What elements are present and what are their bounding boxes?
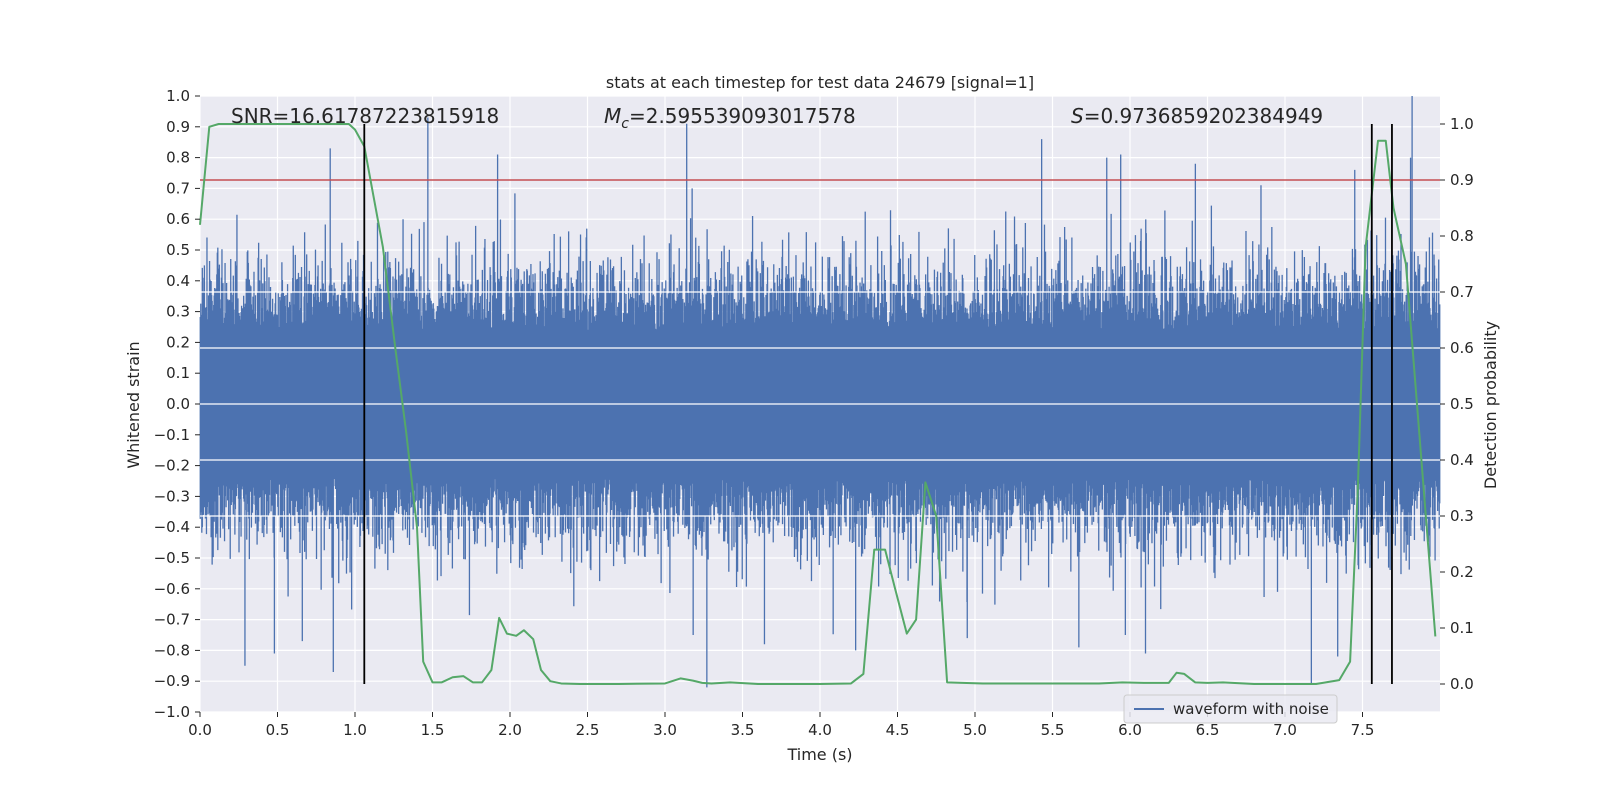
vertical-lines [363, 124, 1393, 684]
score-symbol: S [1071, 104, 1084, 128]
ticks: 0.0 0.5 1.0 1.5 2.0 2.5 3.0 3.5 4.0 4.5 5.0 5.5 6.0 6… [154, 87, 1474, 739]
left-y-tick-label: −0.5 [154, 549, 190, 567]
chirp-mass-symbol: M [604, 104, 621, 128]
chirp-mass-annotation: Mc=2.595539093017578 [604, 104, 856, 132]
right-y-tick-label: 0.6 [1450, 339, 1474, 357]
left-y-tick-label: 0.0 [166, 395, 190, 413]
left-y-tick-label: −0.2 [154, 457, 190, 475]
left-y-tick-label: −0.8 [154, 641, 190, 659]
left-y-tick-label: −0.9 [154, 672, 190, 690]
right-y-tick-label: 0.4 [1450, 451, 1474, 469]
right-y-tick-label: 0.0 [1450, 675, 1474, 693]
left-y-tick-label: 0.2 [166, 333, 190, 351]
legend-label-waveform: waveform with noise [1173, 700, 1329, 718]
right-y-tick-label: 0.7 [1450, 283, 1474, 301]
x-tick-label: 0.0 [188, 721, 212, 739]
x-tick-label: 2.5 [576, 721, 600, 739]
chirp-mass-value: =2.595539093017578 [629, 104, 856, 128]
x-axis-label: Time (s) [786, 745, 852, 764]
right-y-tick-label: 0.2 [1450, 563, 1474, 581]
left-y-tick-label: −0.3 [154, 487, 190, 505]
legend-box [1123, 694, 1338, 724]
x-tick-label: 5.5 [1041, 721, 1065, 739]
chart-title: stats at each timestep for test data 246… [606, 73, 1034, 92]
left-y-tick-label: 0.7 [166, 179, 190, 197]
x-tick-label: 7.0 [1273, 721, 1297, 739]
left-y-tick-label: 0.8 [166, 149, 190, 167]
x-tick-label: 4.0 [808, 721, 832, 739]
left-y-tick-label: 0.1 [166, 364, 190, 382]
left-y-tick-label: 1.0 [166, 87, 190, 105]
x-tick-label: 0.5 [266, 721, 290, 739]
right-y-tick-label: 0.9 [1450, 171, 1474, 189]
right-y-tick-label: 0.1 [1450, 619, 1474, 637]
x-tick-label: 1.5 [421, 721, 445, 739]
left-y-tick-label: 0.3 [166, 303, 190, 321]
x-tick-label: 3.0 [653, 721, 677, 739]
x-tick-label: 6.5 [1196, 721, 1220, 739]
x-tick-label: 4.5 [886, 721, 910, 739]
x-tick-label: 2.0 [498, 721, 522, 739]
x-tick-label: 6.0 [1118, 721, 1142, 739]
left-y-tick-label: −0.1 [154, 426, 190, 444]
left-y-tick-label: −0.4 [154, 518, 190, 536]
right-y-tick-label: 0.3 [1450, 507, 1474, 525]
left-y-tick-label: 0.5 [166, 241, 190, 259]
legend: waveform with noise [1123, 694, 1338, 724]
left-y-tick-label: −0.7 [154, 611, 190, 629]
left-y-tick-label: 0.9 [166, 118, 190, 136]
right-y-tick-label: 0.5 [1450, 395, 1474, 413]
score-annotation: S=0.9736859202384949 [1071, 104, 1323, 128]
left-y-tick-label: −1.0 [154, 703, 190, 721]
right-y-tick-label: 1.0 [1450, 115, 1474, 133]
chirp-mass-subscript: c [621, 116, 629, 132]
score-value: =0.9736859202384949 [1084, 104, 1323, 128]
right-y-tick-label: 0.8 [1450, 227, 1474, 245]
right-y-axis-label: Detection probability [1481, 321, 1500, 489]
detection-probability-series [199, 123, 1437, 685]
x-tick-label: 5.0 [963, 721, 987, 739]
x-tick-label: 1.0 [343, 721, 367, 739]
left-y-axis-label: Whitened strain [124, 341, 143, 468]
snr-annotation: SNR=16.61787223815918 [231, 104, 499, 128]
x-tick-label: 7.5 [1351, 721, 1375, 739]
left-y-tick-label: −0.6 [154, 580, 190, 598]
waveform-series [199, 96, 1441, 688]
left-y-tick-label: 0.4 [166, 272, 190, 290]
detection-probability-line [199, 123, 1437, 685]
left-y-tick-label: 0.6 [166, 210, 190, 228]
x-tick-label: 3.5 [731, 721, 755, 739]
